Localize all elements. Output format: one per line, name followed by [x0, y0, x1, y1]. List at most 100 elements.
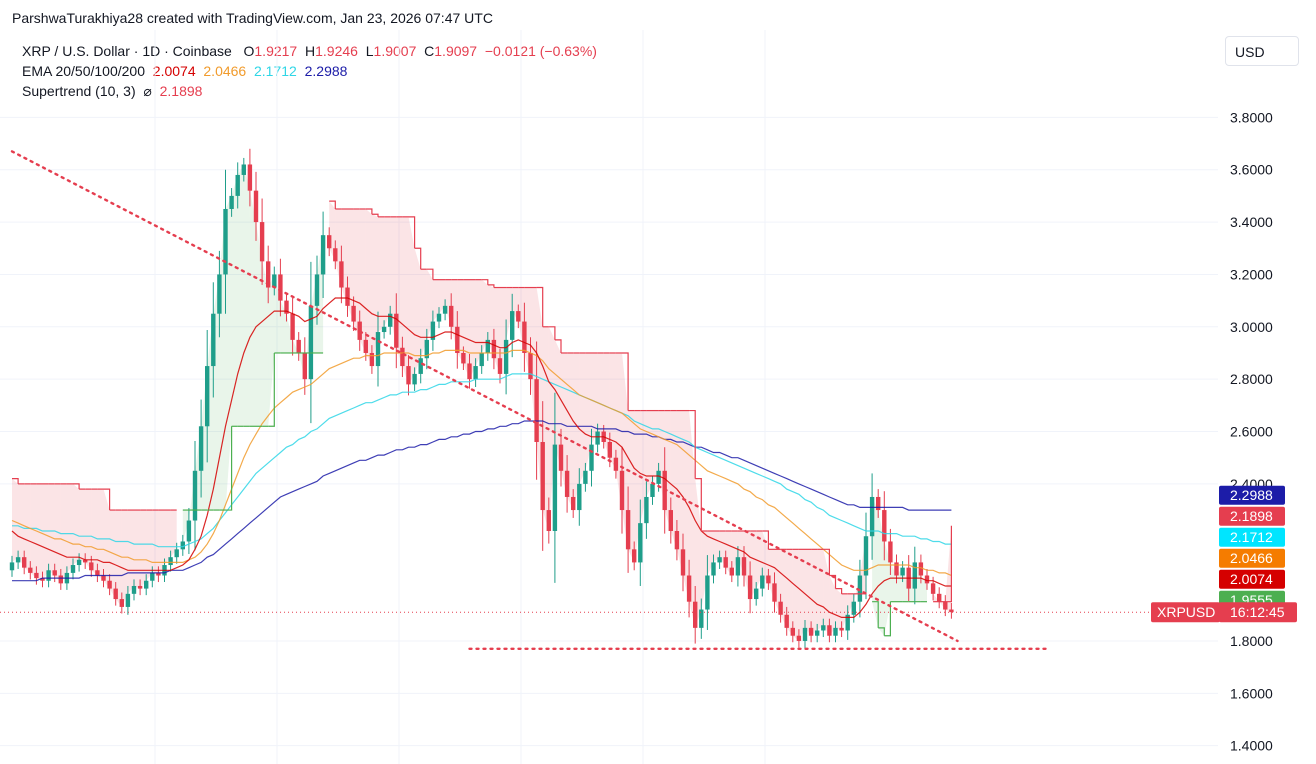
supertrend-value: 2.1898 [159, 83, 203, 99]
candle-up [223, 208, 228, 275]
supertrend-fill-segment [243, 164, 250, 427]
candle-up [583, 470, 588, 484]
candle-down [741, 557, 747, 576]
candle-up [430, 321, 436, 340]
candle-down [156, 572, 161, 576]
supertrend-fill-segment [805, 549, 812, 636]
supertrend-fill-segment [475, 279, 482, 367]
candle-down [259, 222, 265, 262]
supertrend-segment [829, 574, 837, 589]
candle-down [516, 311, 521, 322]
candle-down [808, 627, 814, 636]
supertrend-fill-segment [18, 483, 25, 568]
candle-down [894, 562, 899, 576]
supertrend-segment [103, 488, 111, 511]
symbol-row[interactable]: XRP / U.S. Dollar · 1D · Coinbase O1.921… [22, 41, 597, 61]
supertrend-fill-segment [262, 261, 269, 427]
supertrend-fill-segment [97, 489, 104, 581]
candle-down [34, 572, 39, 579]
supertrend-fill-segment [640, 410, 647, 524]
candle-down [546, 510, 551, 531]
candle-down [491, 339, 497, 359]
supertrend-fill-segment [945, 525, 952, 613]
candle-up [320, 235, 326, 275]
ema-label[interactable]: EMA 20/50/100/200 [22, 63, 145, 79]
candle-down [400, 347, 405, 367]
supertrend-row[interactable]: Supertrend (10, 3) ⌀ 2.1898 [22, 81, 597, 101]
candle-down [668, 510, 673, 531]
candle-up [473, 366, 478, 380]
supertrend-fill-segment [54, 483, 61, 584]
supertrend-label[interactable]: Supertrend (10, 3) [22, 83, 136, 99]
candle-up [442, 305, 448, 314]
candle-down [674, 531, 680, 550]
candle-up [815, 630, 820, 636]
supertrend-segment [225, 426, 233, 511]
price-axis[interactable]: 3.8000 3.6000 3.4000 3.2000 3.0000 2.8000 2.60… [1230, 109, 1273, 753]
supertrend-segment [371, 213, 379, 217]
candle-down [747, 575, 753, 600]
supertrend-fill-segment [182, 510, 189, 542]
price-tick-label: 1.6000 [1230, 685, 1273, 701]
candle-up [857, 575, 863, 602]
supertrend-fill-segment [225, 195, 232, 511]
candle-down [949, 609, 954, 613]
supertrend-fill-segment [731, 531, 738, 576]
candle-down [107, 580, 112, 589]
candle-down [83, 559, 88, 563]
candle-up [186, 520, 192, 542]
ema100-line [12, 373, 952, 548]
currency-button[interactable]: USD [1225, 36, 1299, 66]
candle-up [418, 358, 423, 374]
supertrend-fill-segment [695, 478, 702, 628]
trendline [10, 150, 959, 643]
supertrend-segment [487, 284, 495, 288]
supertrend-fill-segment [274, 274, 281, 353]
candle-up [717, 557, 722, 563]
candle-down [449, 305, 454, 327]
supertrend-fill-segment [481, 279, 488, 353]
candle-down [58, 575, 63, 584]
supertrend-fill-segment [811, 549, 818, 636]
supertrend-segment [426, 268, 434, 280]
supertrend-fill-segment [689, 410, 696, 628]
candle-up [229, 195, 234, 209]
candle-up [863, 536, 869, 576]
supertrend-fill-segment [817, 549, 824, 631]
candle-down [693, 601, 698, 628]
candle-down [497, 358, 503, 374]
candle-down [534, 379, 539, 442]
price-tag-label: 2.0074 [1230, 571, 1273, 587]
candle-up [650, 483, 655, 497]
supertrend-fill-segment [158, 510, 165, 576]
ema-row[interactable]: EMA 20/50/100/200 2.0074 2.0466 2.1712 2… [22, 61, 597, 81]
candle-up [479, 352, 484, 367]
ema20-line [11, 297, 952, 618]
supertrend-segment [695, 478, 702, 531]
supertrend-fill-segment [365, 208, 372, 367]
candle-down [772, 583, 777, 602]
supertrend-fill-segment [286, 313, 293, 353]
price-tag-label: 2.1712 [1230, 529, 1273, 545]
candle-up [552, 444, 558, 531]
supertrend-fill-segment [402, 216, 409, 385]
candle-down [778, 601, 783, 615]
symbol-title[interactable]: XRP / U.S. Dollar · 1D · Coinbase [22, 43, 232, 59]
supertrend-fill-segment [420, 269, 427, 359]
supertrend-segment [365, 208, 373, 215]
candle-up [638, 523, 643, 563]
trendlines [10, 150, 1051, 651]
candle-down [345, 287, 350, 306]
symbol-tag [1151, 602, 1220, 623]
candle-down [95, 570, 100, 576]
supertrend-fill-segment [591, 352, 598, 445]
candle-down [571, 496, 576, 511]
candle-up [912, 562, 917, 589]
price-tag [1219, 527, 1285, 547]
candle-up [589, 444, 594, 471]
price-tick-label: 3.2000 [1230, 266, 1273, 282]
supertrend-segment [268, 352, 275, 427]
price-tick-label: 1.4000 [1230, 738, 1273, 754]
candle-down [327, 235, 332, 249]
